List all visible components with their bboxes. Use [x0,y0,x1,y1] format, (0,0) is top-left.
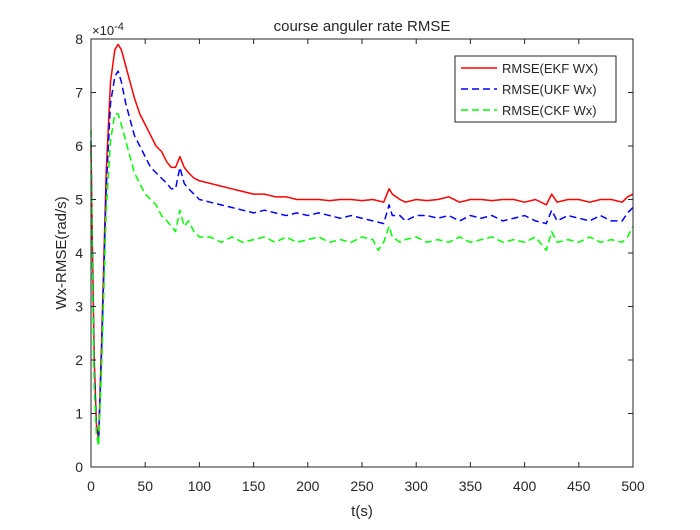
axis-exponent-label: ×10-4 [92,21,124,38]
x-tick-label: 500 [621,478,645,494]
x-tick-label: 350 [459,478,483,494]
x-tick-label: 100 [188,478,212,494]
y-tick-label: 4 [75,245,83,261]
chart-title: course anguler rate RMSE [274,18,451,35]
x-axis-label: t(s) [351,503,373,520]
legend-label-1: RMSE(EKF WX) [502,61,598,76]
x-tick-label: 400 [513,478,537,494]
exponent-power: -4 [114,21,124,33]
x-tick-label: 200 [296,478,320,494]
legend-box [454,55,617,123]
y-tick-label: 0 [75,459,83,475]
x-tick-label: 300 [405,478,429,494]
legend-label-2: RMSE(UKF Wx) [502,82,597,97]
y-tick-label: 5 [75,192,83,208]
y-axis: 0 1 2 3 4 5 6 7 8 [75,31,633,475]
x-tick-label: 250 [350,478,374,494]
y-tick-label: 2 [75,352,83,368]
legend-label-3: RMSE(CKF Wx) [502,103,597,118]
y-tick-label: 8 [75,31,83,47]
x-axis: 0 50 100 150 200 250 300 350 400 450 500 [87,39,645,494]
series-layer [90,43,634,447]
series-line-3 [90,113,634,447]
series-line-2 [90,70,634,444]
x-tick-label: 450 [567,478,591,494]
y-tick-label: 6 [75,138,83,154]
x-tick-label: 150 [242,478,266,494]
y-axis-label: Wx-RMSE(rad/s) [53,196,70,309]
x-tick-label: 50 [137,478,153,494]
x-tick-label: 0 [87,478,95,494]
exponent-base: ×10 [92,23,114,38]
y-tick-label: 7 [75,85,83,101]
legend: RMSE(EKF WX) RMSE(UKF Wx) RMSE(CKF Wx) [454,55,617,123]
series-line-1 [90,43,634,441]
y-tick-label: 3 [75,299,83,315]
y-tick-label: 1 [75,406,83,422]
